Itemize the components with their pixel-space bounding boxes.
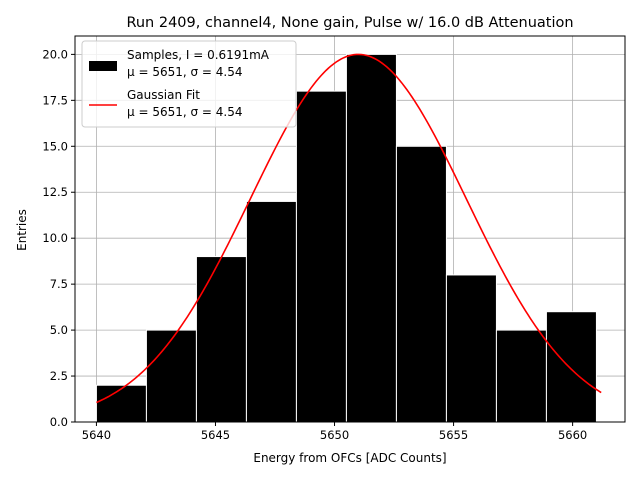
legend-swatch-samples [89,61,117,71]
x-axis-label: Energy from OFCs [ADC Counts] [253,451,446,465]
chart-legend: Samples, I = 0.6191mA μ = 5651, σ = 4.54… [81,40,297,128]
y-axis-ticks: 0.0 2.5 5.0 7.5 10.0 12.5 15.0 17.5 20.0 [42,47,75,429]
y-tick-label: 17.5 [42,93,68,107]
y-tick-label: 7.5 [50,277,68,291]
histogram-bar [395,145,447,423]
y-tick-label: 15.0 [42,139,68,153]
legend-sublabel-fit: μ = 5651, σ = 4.54 [127,105,243,119]
histogram-bar [145,329,197,423]
y-tick-label: 0.0 [50,415,68,429]
histogram-bar [195,256,247,423]
legend-box [81,40,297,128]
histogram-bar [495,329,547,423]
histogram-bar [95,384,147,423]
y-tick-label: 2.5 [50,369,68,383]
y-tick-label: 20.0 [42,47,68,61]
x-tick-label: 5650 [320,428,349,442]
histogram-bar [545,311,597,423]
x-tick-label: 5655 [439,428,468,442]
histogram-bar [345,53,397,423]
x-tick-label: 5645 [201,428,230,442]
histogram-bar [445,274,497,423]
legend-sublabel-samples: μ = 5651, σ = 4.54 [127,65,243,79]
histogram-bar [245,200,297,423]
gaussian-fit-curve [96,53,602,404]
chart-title: Run 2409, channel4, None gain, Pulse w/ … [126,15,573,31]
y-tick-label: 12.5 [42,185,68,199]
legend-label-samples: Samples, I = 0.6191mA [127,48,270,62]
x-tick-label: 5640 [82,428,111,442]
y-tick-label: 10.0 [42,231,68,245]
plot-frame [74,35,626,423]
y-tick-label: 5.0 [50,323,68,337]
x-axis-ticks: 5640 5645 5650 5655 5660 [82,422,587,442]
legend-label-fit: Gaussian Fit [127,88,200,102]
histogram-bars [95,53,597,423]
histogram-bar [295,90,347,423]
y-axis-label: Entries [15,209,29,251]
x-tick-label: 5660 [558,428,587,442]
